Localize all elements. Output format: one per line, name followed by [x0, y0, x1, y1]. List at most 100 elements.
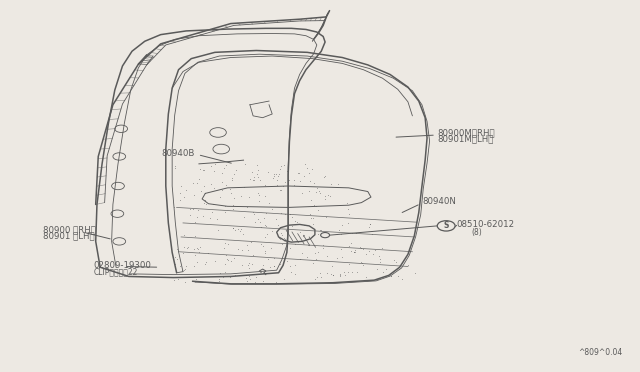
- Point: [295, 256, 305, 262]
- Point: [367, 231, 377, 237]
- Point: [314, 227, 324, 233]
- Point: [227, 176, 237, 182]
- Point: [170, 163, 180, 169]
- Point: [253, 217, 263, 222]
- Point: [314, 188, 324, 194]
- Point: [308, 180, 319, 186]
- Point: [175, 190, 185, 196]
- Point: [185, 206, 195, 212]
- Point: [214, 278, 225, 284]
- Point: [342, 269, 353, 275]
- Point: [231, 167, 241, 173]
- Point: [344, 261, 354, 267]
- Point: [211, 217, 221, 222]
- Point: [250, 279, 260, 285]
- Point: [304, 188, 314, 194]
- Point: [323, 253, 333, 259]
- Point: [403, 262, 413, 268]
- Point: [192, 245, 202, 251]
- Point: [269, 263, 279, 269]
- Point: [238, 231, 248, 237]
- Point: [364, 224, 374, 230]
- Point: [220, 240, 230, 246]
- Point: [267, 206, 277, 212]
- Point: [275, 187, 285, 193]
- Point: [307, 166, 317, 172]
- Point: [410, 270, 420, 276]
- Point: [266, 245, 276, 251]
- Point: [328, 272, 339, 278]
- Point: [236, 193, 246, 199]
- Point: [228, 202, 238, 208]
- Point: [357, 260, 367, 266]
- Point: [194, 249, 204, 255]
- Point: [170, 261, 180, 267]
- Point: [195, 166, 205, 171]
- Point: [189, 246, 199, 252]
- Point: [321, 215, 332, 221]
- Point: [259, 215, 269, 221]
- Point: [172, 256, 182, 262]
- Point: [220, 269, 230, 275]
- Point: [285, 263, 296, 269]
- Point: [386, 273, 396, 279]
- Point: [312, 186, 323, 192]
- Point: [309, 202, 319, 208]
- Point: [188, 180, 198, 186]
- Point: [193, 214, 203, 220]
- Point: [207, 209, 217, 215]
- Point: [252, 171, 262, 177]
- Point: [170, 165, 180, 171]
- Point: [212, 227, 223, 233]
- Point: [316, 227, 326, 233]
- Point: [271, 279, 282, 285]
- Point: [397, 276, 407, 282]
- Point: [242, 242, 252, 248]
- Point: [316, 274, 326, 280]
- Point: [390, 259, 401, 265]
- Point: [248, 252, 259, 258]
- Point: [356, 245, 366, 251]
- Point: [372, 276, 382, 282]
- Text: (8): (8): [472, 228, 483, 237]
- Point: [175, 197, 185, 203]
- Point: [276, 241, 287, 247]
- Point: [336, 231, 346, 237]
- Point: [291, 262, 301, 268]
- Text: 80940N: 80940N: [422, 198, 456, 206]
- Point: [255, 224, 266, 230]
- Point: [335, 246, 346, 252]
- Point: [247, 262, 257, 267]
- Point: [252, 162, 262, 168]
- Point: [172, 246, 182, 252]
- Point: [227, 177, 237, 183]
- Point: [388, 257, 399, 263]
- Point: [313, 249, 323, 255]
- Point: [221, 182, 231, 188]
- Point: [260, 222, 271, 228]
- Point: [368, 251, 378, 257]
- Point: [203, 250, 213, 256]
- Text: 80940B: 80940B: [162, 149, 195, 158]
- Point: [177, 267, 187, 273]
- Point: [276, 163, 286, 169]
- Point: [352, 269, 362, 275]
- Point: [307, 203, 317, 209]
- Point: [273, 233, 284, 239]
- Point: [239, 214, 250, 220]
- Point: [255, 177, 265, 183]
- Point: [282, 169, 292, 174]
- Point: [310, 250, 320, 256]
- Point: [372, 276, 383, 282]
- Point: [259, 248, 269, 254]
- Point: [196, 188, 207, 194]
- Point: [350, 247, 360, 253]
- Point: [284, 177, 294, 183]
- Point: [230, 227, 240, 233]
- Point: [279, 276, 289, 282]
- Point: [275, 236, 285, 242]
- Point: [275, 166, 285, 172]
- Point: [236, 226, 246, 232]
- Point: [289, 218, 300, 224]
- Point: [320, 196, 330, 202]
